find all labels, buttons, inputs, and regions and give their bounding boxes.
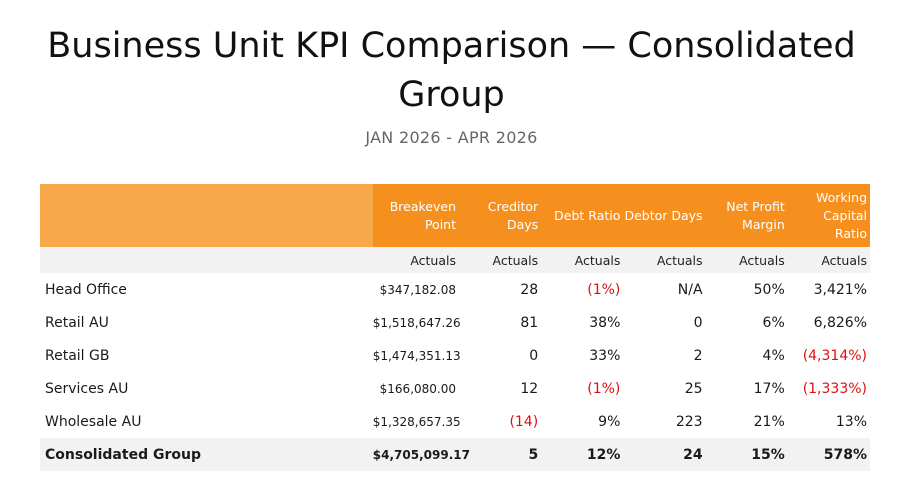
kpi-cell: 28: [520, 281, 539, 298]
kpi-cell: 38%: [589, 314, 621, 331]
kpi-cell: (1,333%): [802, 380, 867, 397]
column-header-line: Creditor: [487, 198, 539, 214]
column-header: Debtor Days: [623, 184, 706, 247]
business-unit-name: Wholesale AU: [45, 413, 142, 430]
column-header: Debt Ratio: [541, 184, 624, 247]
column-header: Creditor Days: [459, 184, 542, 247]
total-cell: 24: [623, 438, 706, 471]
table-row: Retail GB $1,474,351.13 0 33% 2 4% (4,31…: [40, 339, 870, 372]
kpi-cell: 2: [693, 347, 703, 364]
column-header-line: Days: [506, 216, 539, 232]
business-unit-name: Services AU: [45, 380, 129, 397]
kpi-cell: $347,182.08: [379, 282, 456, 297]
table-row: Head Office $347,182.08 28 (1%) N/A 50% …: [40, 273, 870, 306]
kpi-cell: $1,518,647.26: [372, 315, 461, 330]
kpi-cell: 21%: [753, 413, 785, 430]
kpi-cell: 4%: [762, 347, 785, 364]
total-cell: 5: [459, 438, 542, 471]
kpi-cell: $1,474,351.13: [372, 348, 461, 363]
column-header: Net Profit Margin: [705, 184, 788, 247]
column-header-line: Working: [816, 189, 867, 205]
kpi-cell: (4,314%): [802, 347, 867, 364]
kpi-cell: 0: [693, 314, 703, 331]
total-cell: 578%: [787, 438, 870, 471]
report-title: Business Unit KPI Comparison — Consolida…: [47, 26, 856, 115]
kpi-cell: (14): [509, 413, 539, 430]
kpi-cell: 12: [520, 380, 539, 397]
header-blank-cell: [40, 184, 373, 247]
subheader-blank-cell: [40, 247, 373, 273]
business-unit-name: Head Office: [45, 281, 127, 298]
subheader-cell: Actuals: [787, 247, 870, 273]
column-header-line: Debt Ratio: [554, 207, 621, 223]
subheader-cell: Actuals: [541, 247, 624, 273]
table-row: Wholesale AU $1,328,657.35 (14) 9% 223 2…: [40, 405, 870, 438]
kpi-cell: 9%: [598, 413, 621, 430]
column-header-line: Capital Ratio: [823, 207, 867, 241]
kpi-cell: N/A: [677, 281, 703, 298]
business-unit-name: Retail AU: [45, 314, 109, 331]
column-header-line: Breakeven: [389, 198, 456, 214]
report-period: JAN 2026 - APR 2026: [365, 128, 538, 147]
kpi-cell: 13%: [835, 413, 867, 430]
business-unit-name: Retail GB: [45, 347, 110, 364]
kpi-cell: 223: [675, 413, 703, 430]
kpi-cell: 25: [684, 380, 703, 397]
total-cell: 12%: [541, 438, 624, 471]
kpi-cell: 0: [529, 347, 539, 364]
table-header-row: Breakeven Point Creditor Days Debt Ratio D…: [40, 184, 870, 247]
total-row: Consolidated Group $4,705,099.17 5 12% 2…: [40, 438, 870, 471]
kpi-cell: (1%): [587, 281, 621, 298]
total-row-name: Consolidated Group: [40, 438, 373, 471]
column-header-line: Point: [424, 216, 456, 232]
subheader-cell: Actuals: [623, 247, 706, 273]
total-cell: $4,705,099.17: [372, 438, 470, 471]
table-subheader-row: Actuals Actuals Actuals Actuals Actuals …: [40, 247, 870, 273]
kpi-cell: 33%: [589, 347, 621, 364]
total-cell: 15%: [705, 438, 788, 471]
kpi-cell: 81: [520, 314, 539, 331]
subheader-cell: Actuals: [372, 247, 459, 273]
kpi-cell: (1%): [587, 380, 621, 397]
column-header-line: Debtor Days: [624, 207, 703, 223]
column-header-line: Net Profit: [726, 198, 785, 214]
subheader-cell: Actuals: [459, 247, 542, 273]
kpi-cell: 17%: [753, 380, 785, 397]
subheader-cell: Actuals: [705, 247, 788, 273]
table-row: Retail AU $1,518,647.26 81 38% 0 6% 6,82…: [40, 306, 870, 339]
kpi-cell: 50%: [753, 281, 785, 298]
column-header-line: Margin: [742, 216, 785, 232]
kpi-cell: $166,080.00: [379, 381, 456, 396]
column-header: Breakeven Point: [372, 184, 459, 247]
kpi-table: Breakeven Point Creditor Days Debt Ratio D…: [40, 184, 870, 471]
table-row: Services AU $166,080.00 12 (1%) 25 17% (…: [40, 372, 870, 405]
kpi-cell: 3,421%: [813, 281, 867, 298]
column-header: Working Capital Ratio: [787, 184, 870, 247]
kpi-cell: $1,328,657.35: [372, 414, 461, 429]
kpi-cell: 6,826%: [813, 314, 867, 331]
kpi-cell: 6%: [762, 314, 785, 331]
